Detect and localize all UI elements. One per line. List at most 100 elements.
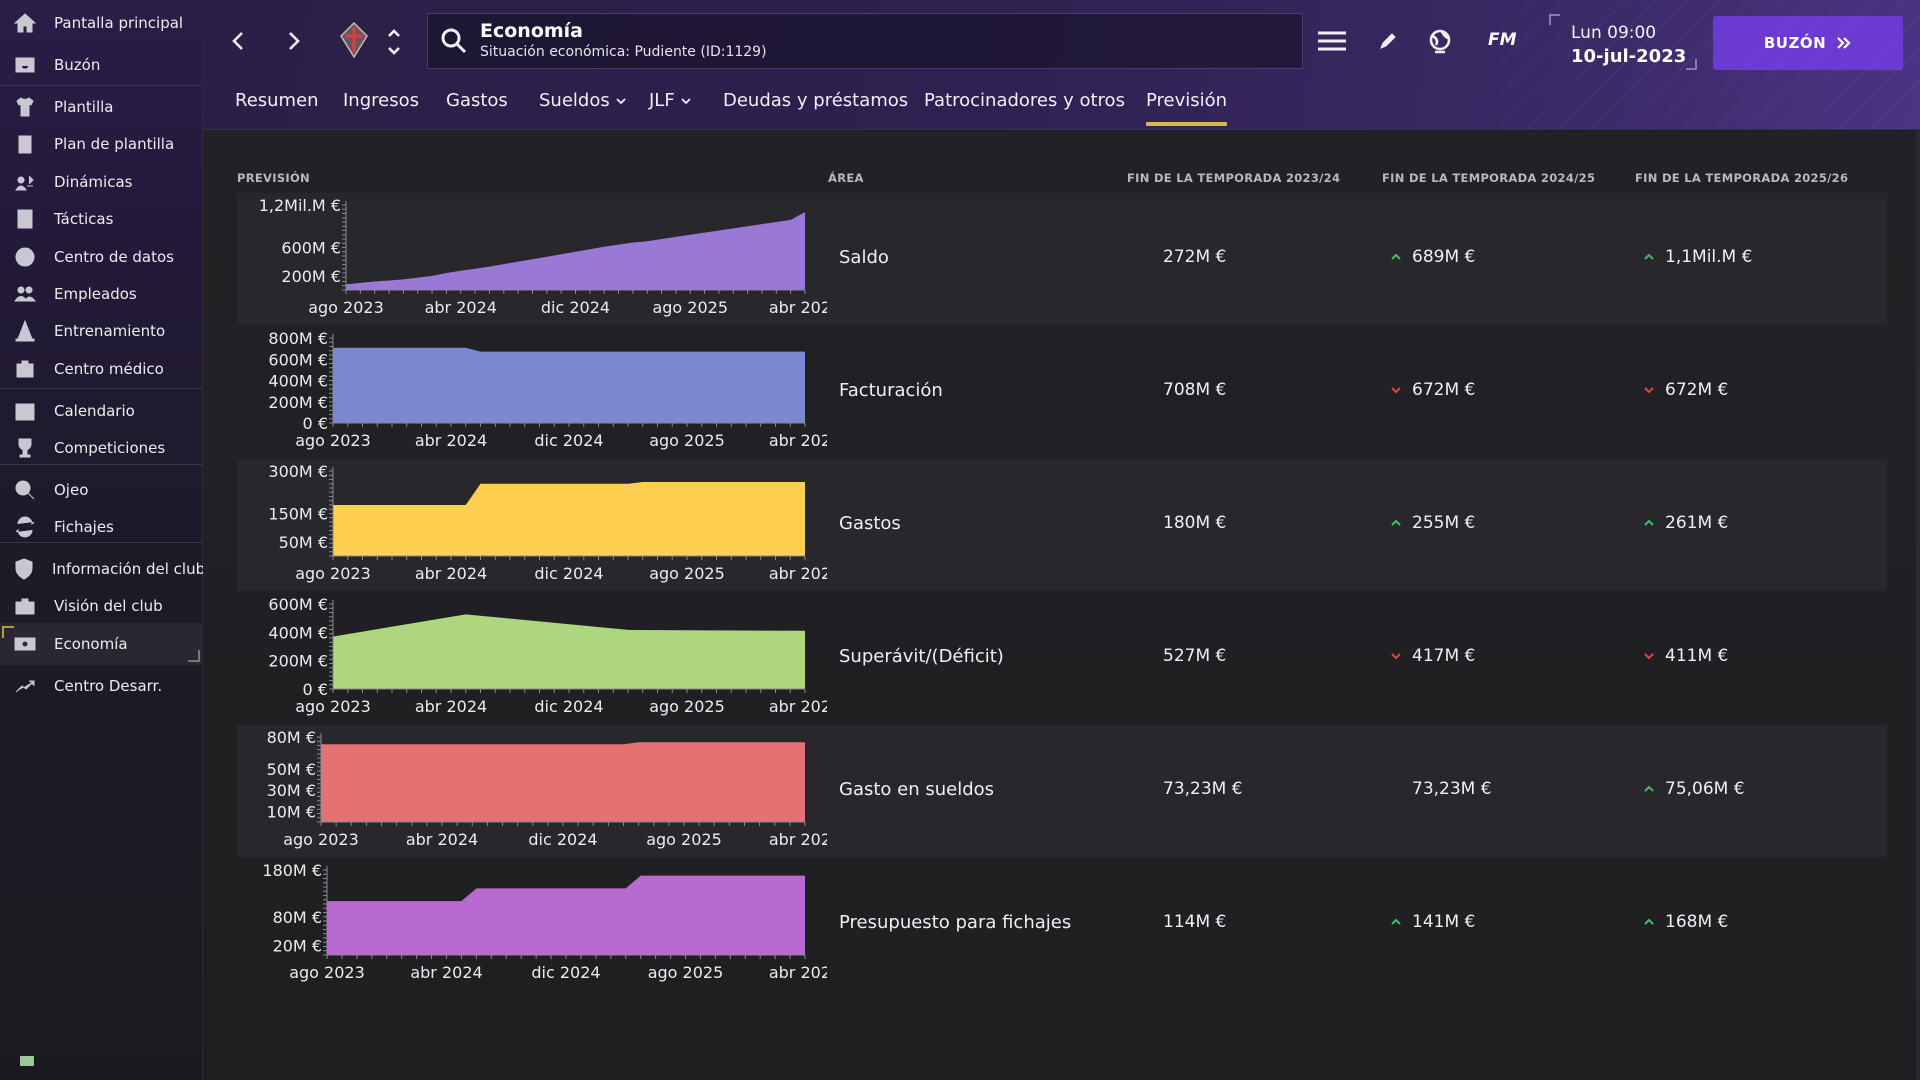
game-date[interactable]: Lun 09:00 10-jul-2023 bbox=[1549, 14, 1697, 70]
sidebar-item-label: Economía bbox=[54, 635, 128, 653]
x-tick-label: dic 2024 bbox=[541, 298, 610, 317]
club-badge-icon[interactable] bbox=[339, 22, 369, 58]
sidebar-item-label: Pantalla principal bbox=[54, 14, 184, 32]
sidebar-item-label: Información del club bbox=[52, 560, 206, 578]
staff-icon bbox=[12, 281, 38, 307]
briefcase-icon bbox=[12, 593, 38, 619]
sidebar-item-buzón[interactable]: Buzón bbox=[0, 44, 202, 86]
search-bar[interactable]: Economía Situación económica: Pudiente (… bbox=[427, 13, 1303, 69]
continue-mailbox-button[interactable]: BUZÓN bbox=[1713, 16, 1903, 70]
sidebar-item-label: Centro de datos bbox=[54, 248, 174, 266]
sidebar-item-tácticas[interactable]: Tácticas bbox=[0, 198, 202, 240]
y-tick-label: 200M € bbox=[281, 267, 341, 286]
calendar-icon bbox=[12, 398, 38, 424]
sidebar-item-plan-de-plantilla[interactable]: Plan de plantilla bbox=[0, 123, 202, 165]
table-row[interactable]: 180M € 80M € 20M € ago 2023 abr 2024 dic 2024… bbox=[237, 858, 1887, 990]
y-tick-label: 400M € bbox=[268, 372, 328, 391]
value-text: 255M € bbox=[1412, 513, 1476, 533]
sidebar-item-visión-del-club[interactable]: Visión del club bbox=[0, 585, 202, 627]
value-season-2023-24: 73,23M € bbox=[1163, 779, 1243, 799]
page-title: Economía bbox=[480, 20, 584, 42]
scrollbar[interactable] bbox=[1916, 131, 1920, 1080]
trend-down-icon bbox=[1390, 385, 1402, 395]
sidebar-item-plantilla[interactable]: Plantilla bbox=[0, 86, 202, 128]
sidebar-divider bbox=[0, 464, 202, 465]
sidebar-item-label: Plantilla bbox=[54, 98, 114, 116]
sidebar-item-centro-de-datos[interactable]: Centro de datos bbox=[0, 236, 202, 278]
y-tick-label: 0 € bbox=[303, 414, 328, 433]
table-row[interactable]: 800M € 600M € 400M € 200M € 0 € ago 2023 abr 2… bbox=[237, 326, 1887, 458]
y-tick-label: 180M € bbox=[262, 861, 322, 880]
sidebar-item-label: Calendario bbox=[54, 402, 135, 420]
table-row[interactable]: 1,2Mil.M € 600M € 200M € ago 2023 abr 2024 di… bbox=[237, 193, 1887, 325]
x-tick-label: abr 2026 bbox=[769, 963, 827, 982]
table-row[interactable]: 600M € 400M € 200M € 0 € ago 2023 abr 2024 dic… bbox=[237, 592, 1887, 724]
sidebar-item-centro-médico[interactable]: Centro médico bbox=[0, 348, 202, 390]
value-season-2024-25: 255M € bbox=[1390, 513, 1475, 533]
sidebar-item-dinámicas[interactable]: Dinámicas bbox=[0, 161, 202, 203]
dynamics-icon bbox=[12, 169, 38, 195]
chevron-down-icon bbox=[681, 97, 691, 104]
top-bar: Economía Situación económica: Pudiente (… bbox=[203, 0, 1920, 130]
y-tick-label: 150M € bbox=[268, 505, 328, 524]
x-tick-label: abr 2026 bbox=[769, 697, 827, 716]
x-tick-label: ago 2025 bbox=[646, 830, 722, 849]
sidebar-item-información-del-club[interactable]: Información del club bbox=[0, 548, 206, 590]
tab-previsión[interactable]: Previsión bbox=[1146, 90, 1228, 126]
sidebar-divider bbox=[0, 85, 202, 86]
sidebar-item-label: Ojeo bbox=[54, 481, 89, 499]
sidebar-item-economía[interactable]: Economía bbox=[0, 623, 202, 665]
value-text: 73,23M € bbox=[1412, 779, 1492, 799]
sidebar-item-centro-desarr-[interactable]: Centro Desarr. bbox=[0, 665, 202, 707]
sidebar-item-competiciones[interactable]: Competiciones bbox=[0, 427, 202, 469]
fm-logo[interactable]: FM bbox=[1488, 30, 1517, 50]
sidebar-item-entrenamiento[interactable]: Entrenamiento bbox=[0, 310, 202, 352]
sidebar-item-label: Entrenamiento bbox=[54, 322, 166, 340]
area-name: Superávit/(Déficit) bbox=[839, 646, 1004, 667]
table-row[interactable]: 300M € 150M € 50M € ago 2023 abr 2024 dic 202… bbox=[237, 459, 1887, 591]
value-text: 73,23M € bbox=[1163, 779, 1243, 799]
value-text: 272M € bbox=[1163, 247, 1227, 267]
tab-jlf[interactable]: JLF bbox=[649, 90, 691, 111]
forward-button[interactable] bbox=[279, 26, 309, 56]
sidebar-item-fichajes[interactable]: Fichajes bbox=[0, 506, 202, 548]
value-season-2023-24: 180M € bbox=[1163, 513, 1226, 533]
tab-sueldos[interactable]: Sueldos bbox=[539, 90, 626, 111]
area-name: Facturación bbox=[839, 380, 943, 401]
tab-gastos[interactable]: Gastos bbox=[446, 90, 508, 111]
transfers-icon bbox=[12, 514, 38, 540]
tab-ingresos[interactable]: Ingresos bbox=[343, 90, 419, 111]
x-tick-label: abr 2026 bbox=[769, 564, 827, 583]
shirt-icon bbox=[12, 94, 38, 120]
trend-up-icon bbox=[1643, 784, 1655, 794]
x-tick-label: abr 2026 bbox=[769, 830, 827, 849]
value-text: 180M € bbox=[1163, 513, 1227, 533]
sidebar-item-calendario[interactable]: Calendario bbox=[0, 390, 202, 432]
world-button[interactable] bbox=[1425, 26, 1455, 56]
edit-button[interactable] bbox=[1375, 28, 1401, 54]
value-text: 527M € bbox=[1163, 646, 1227, 666]
x-tick-label: ago 2023 bbox=[295, 564, 371, 583]
tab-patrocinadores-y-otros[interactable]: Patrocinadores y otros bbox=[924, 90, 1125, 111]
value-season-2025-26: 672M € bbox=[1643, 380, 1728, 400]
back-button[interactable] bbox=[223, 26, 253, 56]
development-icon bbox=[12, 673, 38, 699]
date-full: 10-jul-2023 bbox=[1571, 46, 1687, 67]
sidebar-item-pantalla-principal[interactable]: Pantalla principal bbox=[0, 2, 202, 44]
tab-resumen[interactable]: Resumen bbox=[235, 90, 319, 111]
menu-button[interactable] bbox=[1315, 26, 1349, 56]
chart-area-series bbox=[346, 212, 805, 290]
club-switch-button[interactable] bbox=[384, 24, 404, 60]
trend-down-icon bbox=[1643, 385, 1655, 395]
x-tick-label: dic 2024 bbox=[534, 697, 603, 716]
x-tick-label: ago 2023 bbox=[295, 431, 371, 450]
value-text: 708M € bbox=[1163, 380, 1227, 400]
chart-area-series bbox=[333, 614, 805, 689]
status-icon[interactable] bbox=[20, 1056, 34, 1066]
x-tick-label: abr 2024 bbox=[425, 298, 497, 317]
y-tick-label: 300M € bbox=[268, 462, 328, 481]
sidebar-item-empleados[interactable]: Empleados bbox=[0, 273, 202, 315]
table-row[interactable]: 80M € 50M € 30M € 10M € ago 2023 abr 2024 dic … bbox=[237, 725, 1887, 857]
sidebar-item-ojeo[interactable]: Ojeo bbox=[0, 469, 202, 511]
tab-deudas-y-préstamos[interactable]: Deudas y préstamos bbox=[723, 90, 908, 111]
